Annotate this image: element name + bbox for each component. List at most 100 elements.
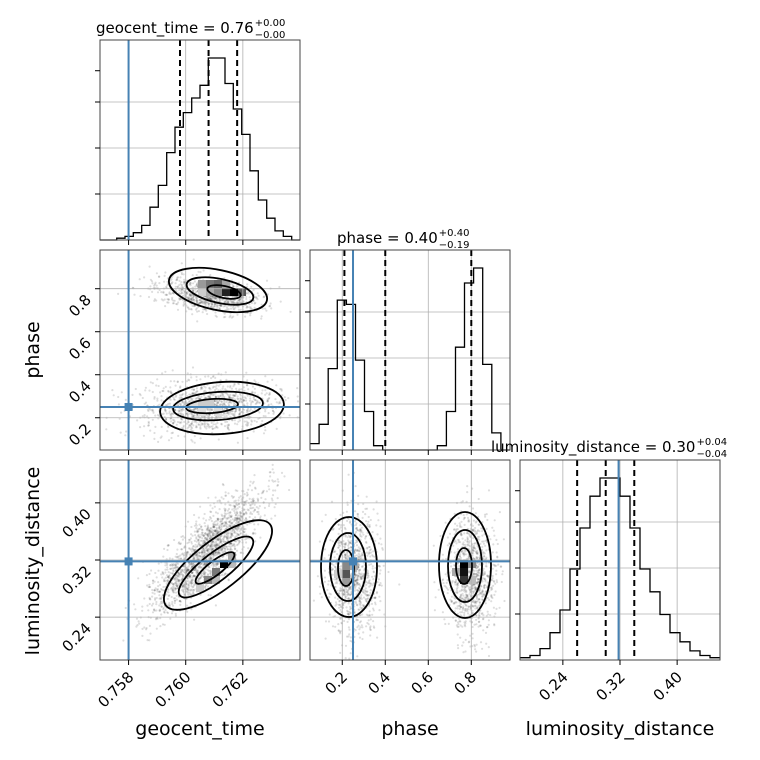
sample-point — [237, 499, 240, 502]
sample-point — [249, 408, 252, 411]
sample-point — [244, 503, 247, 506]
sample-point — [229, 504, 232, 507]
sample-point — [193, 575, 196, 578]
sample-point — [277, 402, 280, 405]
sample-point — [170, 412, 174, 415]
sample-point — [196, 528, 199, 531]
sample-point — [196, 553, 199, 556]
sample-point — [164, 571, 167, 574]
sample-point — [207, 574, 210, 577]
sample-point — [363, 592, 366, 595]
sample-point — [358, 595, 361, 598]
sample-point — [237, 305, 240, 308]
sample-point — [206, 573, 209, 576]
sample-point — [338, 568, 341, 571]
sample-point — [197, 579, 200, 583]
sample-point — [173, 599, 176, 602]
sample-point — [227, 301, 230, 304]
sample-point — [181, 400, 184, 403]
sample-point — [182, 294, 185, 297]
sample-point — [195, 540, 198, 543]
sample-point — [253, 419, 256, 422]
sample-point — [199, 388, 202, 391]
sample-point — [230, 533, 233, 536]
sample-point — [229, 396, 232, 399]
sample-point — [204, 396, 207, 399]
sample-point — [192, 282, 195, 285]
sample-point — [237, 520, 241, 523]
sample-point — [338, 542, 341, 545]
sample-point — [148, 596, 151, 599]
sample-point — [179, 579, 182, 582]
sample-point — [496, 556, 499, 559]
sample-point — [211, 427, 214, 430]
sample-point — [357, 574, 360, 578]
sample-point — [364, 599, 367, 602]
sample-point — [198, 578, 201, 581]
sample-point — [208, 297, 211, 300]
sample-point — [237, 533, 240, 537]
sample-point — [358, 529, 361, 533]
sample-point — [145, 627, 148, 630]
sample-point — [191, 313, 194, 316]
sample-point — [264, 415, 267, 418]
sample-point — [358, 568, 362, 571]
sample-point — [326, 588, 329, 592]
sample-point — [231, 544, 234, 547]
sample-point — [176, 420, 179, 424]
sample-point — [203, 540, 206, 543]
sample-point — [176, 303, 179, 306]
sample-point — [359, 547, 362, 550]
sample-point — [220, 542, 223, 546]
sample-point — [181, 570, 184, 573]
sample-point — [169, 413, 172, 417]
sample-point — [366, 524, 369, 528]
sample-point — [211, 528, 214, 532]
sample-point — [334, 582, 337, 585]
sample-point — [177, 301, 180, 304]
sample-point — [235, 549, 239, 552]
sample-point — [337, 523, 340, 526]
sample-point — [210, 536, 213, 539]
sample-point — [164, 293, 167, 296]
sample-point — [224, 491, 227, 494]
sample-point — [210, 542, 213, 545]
sample-point — [214, 511, 218, 514]
sample-point — [208, 529, 211, 532]
sample-point — [190, 578, 193, 581]
sample-point — [207, 423, 210, 426]
sample-point — [238, 496, 241, 499]
sample-point — [136, 624, 139, 627]
sample-point — [201, 387, 204, 390]
sample-point — [344, 587, 348, 591]
sample-point — [153, 396, 156, 399]
sample-point — [276, 497, 279, 500]
sample-point — [156, 291, 160, 294]
sample-point — [190, 429, 194, 432]
sample-point — [339, 524, 343, 527]
sample-point — [205, 533, 208, 536]
sample-point — [198, 299, 201, 302]
sample-point — [253, 398, 256, 401]
sample-point — [117, 395, 120, 399]
sample-point — [180, 290, 183, 293]
sample-point — [278, 285, 281, 289]
sample-point — [226, 411, 229, 414]
sample-point — [214, 530, 217, 533]
sample-point — [256, 298, 259, 301]
sample-point — [151, 408, 154, 411]
sample-point — [181, 568, 184, 571]
sample-point — [200, 544, 203, 547]
sample-point — [195, 407, 198, 410]
sample-point — [234, 410, 237, 413]
sample-point — [203, 550, 206, 554]
sample-point — [260, 317, 263, 320]
sample-point — [199, 397, 202, 400]
sample-point — [156, 397, 159, 400]
sample-point — [238, 392, 242, 395]
sample-point — [147, 585, 150, 589]
sample-point — [208, 548, 212, 551]
sample-point — [170, 612, 174, 615]
sample-point — [147, 424, 150, 427]
sample-point — [204, 571, 207, 574]
